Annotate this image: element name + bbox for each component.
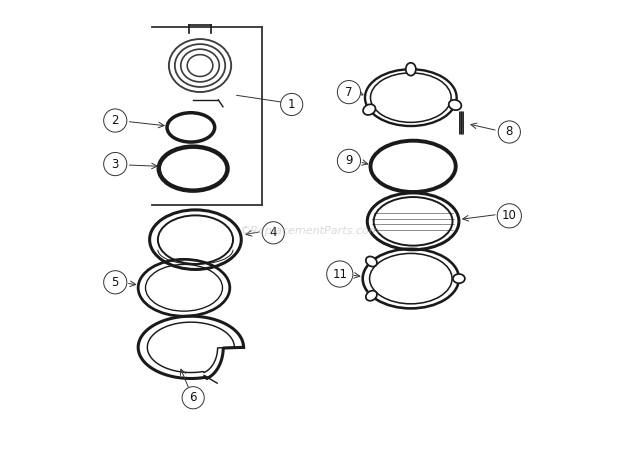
Text: 1: 1 [288,98,295,111]
Circle shape [327,261,353,287]
Circle shape [497,204,521,228]
Circle shape [104,271,127,294]
Text: 8: 8 [506,125,513,138]
Text: 11: 11 [332,267,347,281]
Text: 5: 5 [112,276,119,289]
Text: 4: 4 [270,226,277,239]
Circle shape [337,149,361,172]
Text: 3: 3 [112,158,119,171]
Ellipse shape [363,104,376,115]
Circle shape [104,153,127,176]
Ellipse shape [449,100,461,110]
Text: 7: 7 [345,86,353,99]
Ellipse shape [405,63,416,76]
Circle shape [337,81,361,104]
Ellipse shape [453,274,465,283]
Circle shape [498,121,520,143]
Text: 10: 10 [502,209,516,222]
Circle shape [104,109,127,132]
Text: 2: 2 [112,114,119,127]
Ellipse shape [366,290,377,301]
Circle shape [262,222,285,244]
Text: 6: 6 [189,391,197,404]
Text: 9: 9 [345,154,353,167]
Circle shape [281,94,303,116]
Circle shape [182,387,204,409]
Text: ©ReplacementParts.com: ©ReplacementParts.com [240,225,380,236]
Ellipse shape [366,256,377,266]
